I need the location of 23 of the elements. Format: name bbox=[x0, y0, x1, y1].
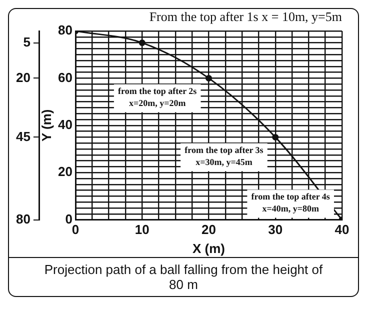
x-tick-label: 30 bbox=[268, 222, 283, 238]
y-axis-title: Y (m) bbox=[38, 109, 54, 142]
y2-tick-label: 80 bbox=[16, 211, 30, 226]
x-axis-title: X (m) bbox=[192, 240, 226, 256]
y-tick-label: 20 bbox=[58, 164, 73, 180]
x-tick-label: 20 bbox=[202, 222, 216, 238]
y2-tick-label: 45 bbox=[16, 128, 30, 144]
text: Projection path of a ball falling from the height of 80 m bbox=[9, 257, 358, 296]
point bbox=[206, 74, 212, 82]
y-tick-label: 60 bbox=[58, 70, 73, 85]
annotation: from the top after 3s x=30m, y=45m bbox=[184, 145, 264, 168]
annotation: From the top after 1s x = 10m, y=5m bbox=[149, 8, 342, 24]
point bbox=[138, 40, 146, 46]
x-tick-label: 40 bbox=[334, 222, 350, 238]
annotation: from the top after 2s x=20m, y=20m bbox=[118, 86, 198, 108]
y-tick-label: 0 bbox=[65, 211, 73, 226]
annotation: from the top after 4s x=40m, y=80m bbox=[251, 192, 330, 214]
x-tick-label: 10 bbox=[134, 222, 150, 238]
y-tick-label: 80 bbox=[58, 22, 73, 38]
y-tick-label: 40 bbox=[58, 116, 73, 132]
point bbox=[272, 134, 279, 140]
y2-tick-label: 20 bbox=[16, 70, 30, 85]
y2-tick-label: 5 bbox=[23, 34, 30, 50]
